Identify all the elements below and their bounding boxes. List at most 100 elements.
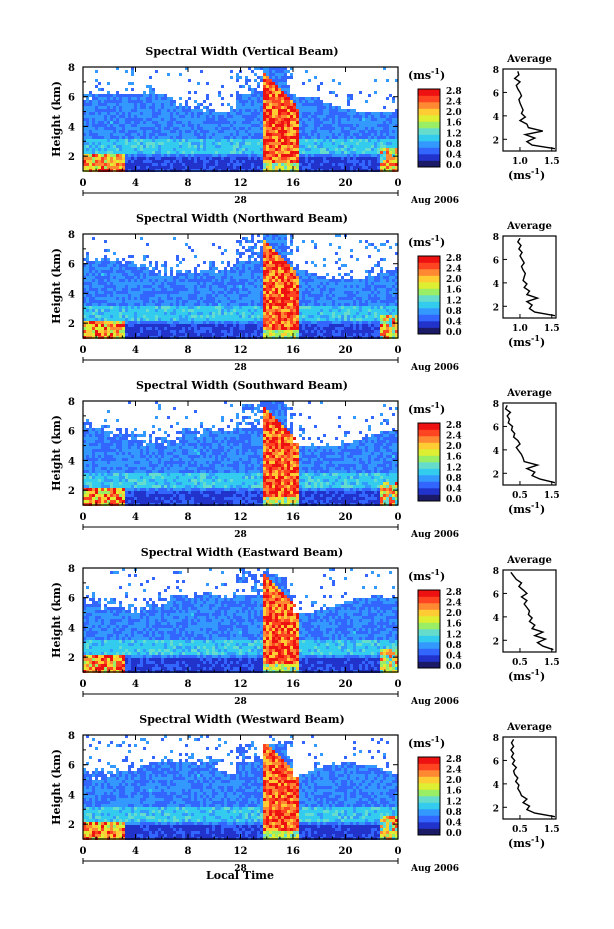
heatmap-cell [242,166,245,169]
heatmap-cell [221,160,224,163]
heatmap-cell [314,276,317,279]
heatmap-cell [128,130,131,133]
heatmap-cell [248,127,251,130]
heatmap-cell [215,330,218,333]
heatmap-cell [194,306,197,309]
heatmap-cell [86,321,89,324]
heatmap-cell [182,306,185,309]
heatmap-cell [365,157,368,160]
heatmap-cell [308,148,311,151]
heatmap-cell [323,133,326,136]
heatmap-cell [248,124,251,127]
heatmap-cell [269,133,272,136]
heatmap-cell [308,157,311,160]
heatmap-cell [281,79,284,82]
heatmap-cell [176,127,179,130]
heatmap-cell [281,249,284,252]
heatmap-cell [209,166,212,169]
heatmap-cell [122,148,125,151]
heatmap-cell [272,312,275,315]
heatmap-cell [164,291,167,294]
heatmap-cell [131,118,134,121]
heatmap-cell [362,127,365,130]
heatmap-cell [308,121,311,124]
heatmap-cell [281,291,284,294]
heatmap-cell [131,321,134,324]
heatmap-cell [146,124,149,127]
heatmap-cell [335,94,338,97]
heatmap-cell [122,333,125,336]
heatmap-cell [239,142,242,145]
heatmap-cell [113,276,116,279]
heatmap-cell [254,142,257,145]
heatmap-cell [281,327,284,330]
heatmap-cell [128,103,131,106]
heatmap-cell [149,121,152,124]
heatmap-cell [131,324,134,327]
heatmap-cell [392,121,395,124]
heatmap-cell [191,309,194,312]
heatmap-cell [128,282,131,285]
heatmap-cell [98,324,101,327]
heatmap-cell [326,327,329,330]
heatmap-cell [182,157,185,160]
heatmap-cell [116,303,119,306]
heatmap-cell [230,333,233,336]
heatmap-cell [272,82,275,85]
heatmap-cell [263,324,266,327]
heatmap-cell [89,166,92,169]
heatmap-cell [299,279,302,282]
heatmap-cell [278,124,281,127]
heatmap-cell [242,267,245,270]
heatmap-cell [143,145,146,148]
heatmap-cell [107,327,110,330]
heatmap-cell [176,160,179,163]
heatmap-cell [155,315,158,318]
heatmap-cell [329,291,332,294]
heatmap-cell [326,306,329,309]
heatmap-cell [113,318,116,321]
heatmap-cell [248,160,251,163]
heatmap-cell [113,103,116,106]
heatmap-cell [149,127,152,130]
heatmap-cell [326,324,329,327]
heatmap-cell [239,109,242,112]
heatmap-cell [122,100,125,103]
heatmap-cell [203,315,206,318]
heatmap-cell [269,330,272,333]
heatmap-cell [242,303,245,306]
heatmap-cell [200,270,203,273]
heatmap-cell [95,270,98,273]
heatmap-cell [317,327,320,330]
heatmap-cell [83,282,86,285]
heatmap-cell [149,279,152,282]
heatmap-cell [95,303,98,306]
heatmap-cell [257,121,260,124]
heatmap-cell [227,324,230,327]
heatmap-cell [212,306,215,309]
heatmap-cell [161,133,164,136]
heatmap-cell [284,258,287,261]
heatmap-cell [230,145,233,148]
heatmap-cell [311,157,314,160]
heatmap-cell [299,163,302,166]
heatmap-cell [290,136,293,139]
heatmap-cell [251,240,254,243]
heatmap-cell [158,130,161,133]
heatmap-cell [209,121,212,124]
heatmap-cell [290,118,293,121]
heatmap-cell [176,163,179,166]
heatmap-cell [272,145,275,148]
heatmap-cell [308,151,311,154]
heatmap-cell [350,118,353,121]
heatmap-cell [164,109,167,112]
heatmap-cell [116,324,119,327]
heatmap-cell [92,142,95,145]
heatmap-cell [326,130,329,133]
heatmap-cell [263,237,266,240]
heatmap-cell [287,324,290,327]
heatmap-cell [362,139,365,142]
heatmap-cell [164,300,167,303]
heatmap-cell [251,91,254,94]
heatmap-cell [203,279,206,282]
